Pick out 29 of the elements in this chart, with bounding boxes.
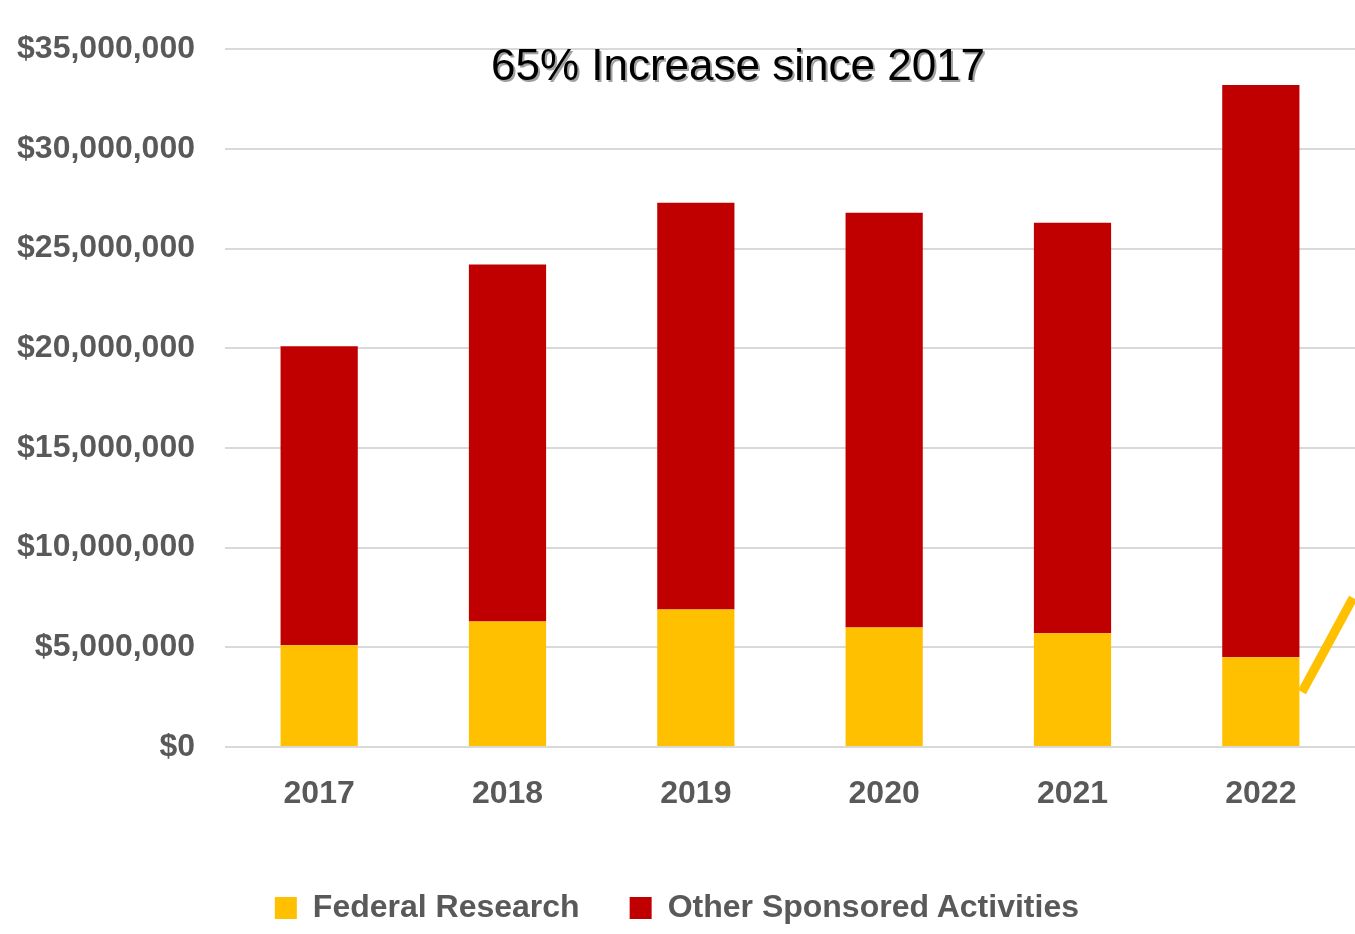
- y-tick-label: $20,000,000: [17, 328, 195, 365]
- bar: [657, 609, 735, 746]
- bar: [1222, 85, 1300, 658]
- y-tick-label: $35,000,000: [17, 29, 195, 66]
- x-tick-label: 2017: [283, 774, 355, 811]
- x-tick-label: 2018: [471, 774, 544, 811]
- x-tick-label: 2020: [848, 774, 920, 811]
- x-tick-label: 2019: [660, 774, 732, 811]
- x-tick-label: 2021: [1036, 774, 1109, 811]
- bar: [657, 202, 735, 610]
- bar: [468, 621, 547, 746]
- y-tick-label: $30,000,000: [17, 128, 195, 165]
- bar: [280, 346, 358, 646]
- bar: [1033, 222, 1112, 634]
- legend-label: Other Sponsored Activities: [667, 887, 1079, 924]
- bar: [468, 264, 547, 622]
- y-tick-label: $5,000,000: [34, 627, 195, 664]
- bar: [845, 627, 923, 746]
- bar: [845, 212, 923, 628]
- y-tick-label: $0: [159, 726, 195, 763]
- annotation: 65% Increase since 2017: [492, 42, 988, 92]
- y-tick-label: $15,000,000: [17, 427, 195, 464]
- y-tick-label: $25,000,000: [17, 228, 195, 265]
- bar: [280, 645, 358, 746]
- legend-label: Federal Research: [312, 887, 580, 924]
- y-tick-label: $10,000,000: [17, 527, 195, 564]
- x-tick-label: 2022: [1225, 774, 1297, 811]
- bar: [1222, 657, 1300, 746]
- bar: [1033, 633, 1112, 746]
